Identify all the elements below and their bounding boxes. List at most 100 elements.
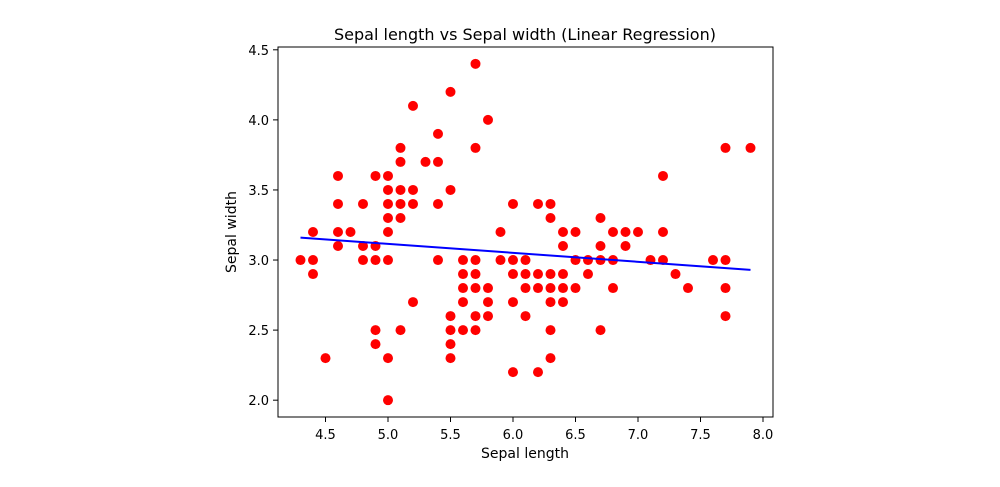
data-point bbox=[333, 170, 343, 181]
data-point bbox=[545, 297, 556, 308]
x-tick-label: 4.5 bbox=[315, 428, 336, 443]
data-point bbox=[408, 184, 418, 195]
data-point bbox=[545, 283, 556, 294]
data-point bbox=[658, 170, 668, 181]
data-point bbox=[383, 255, 393, 266]
data-point bbox=[383, 170, 393, 181]
data-point bbox=[470, 58, 481, 69]
regression-line bbox=[300, 236, 751, 271]
data-point bbox=[495, 255, 506, 266]
data-points bbox=[295, 58, 756, 406]
data-point bbox=[370, 325, 381, 336]
data-point bbox=[483, 114, 493, 125]
data-point bbox=[545, 353, 556, 364]
data-point bbox=[608, 227, 618, 237]
data-point bbox=[533, 367, 543, 378]
y-tick-label: 2.5 bbox=[248, 324, 269, 339]
data-point bbox=[595, 325, 606, 336]
data-point bbox=[370, 170, 381, 181]
data-point bbox=[295, 255, 306, 266]
data-point bbox=[520, 311, 531, 322]
data-point bbox=[708, 255, 718, 266]
data-point bbox=[458, 269, 468, 280]
data-point bbox=[383, 353, 393, 364]
data-point bbox=[433, 128, 443, 139]
regression-line-group bbox=[300, 236, 751, 271]
x-axis: 4.5 5.0 5.5 6.0 6.5 7.0 7.5 8.0 bbox=[315, 417, 773, 443]
x-tick-label: 6.0 bbox=[503, 428, 524, 443]
data-point bbox=[508, 255, 518, 266]
data-point bbox=[395, 212, 406, 223]
data-point bbox=[508, 198, 518, 209]
data-point bbox=[333, 241, 343, 252]
x-tick-label: 7.0 bbox=[628, 428, 649, 443]
data-point bbox=[470, 269, 481, 280]
data-point bbox=[545, 325, 556, 336]
x-tick-label: 8.0 bbox=[753, 428, 774, 443]
data-point bbox=[445, 325, 456, 336]
data-point bbox=[470, 311, 481, 322]
x-axis-label: Sepal length bbox=[481, 446, 569, 462]
data-point bbox=[670, 269, 681, 280]
data-point bbox=[495, 227, 506, 237]
data-point bbox=[445, 339, 456, 350]
data-point bbox=[358, 241, 368, 252]
chart-title: Sepal length vs Sepal width (Linear Regr… bbox=[334, 25, 716, 44]
data-point bbox=[395, 184, 406, 195]
data-point bbox=[345, 227, 356, 237]
data-point bbox=[558, 283, 568, 294]
data-point bbox=[433, 255, 443, 266]
data-point bbox=[433, 156, 443, 167]
data-point bbox=[558, 297, 568, 308]
data-point bbox=[633, 227, 643, 237]
data-point bbox=[395, 325, 406, 336]
data-point bbox=[508, 367, 518, 378]
data-point bbox=[658, 227, 668, 237]
data-point bbox=[483, 311, 493, 322]
data-point bbox=[445, 184, 456, 195]
data-point bbox=[583, 269, 593, 280]
y-tick-label: 4.5 bbox=[248, 44, 269, 59]
data-point bbox=[408, 297, 418, 308]
data-point bbox=[470, 325, 481, 336]
data-point bbox=[333, 198, 343, 209]
data-point bbox=[370, 255, 381, 266]
data-point bbox=[395, 142, 406, 153]
data-point bbox=[333, 227, 343, 237]
y-tick-label: 3.5 bbox=[248, 184, 269, 199]
data-point bbox=[545, 269, 556, 280]
data-point bbox=[308, 227, 318, 237]
data-point bbox=[595, 241, 606, 252]
data-point bbox=[608, 283, 618, 294]
data-point bbox=[458, 297, 468, 308]
data-point bbox=[395, 198, 406, 209]
data-point bbox=[320, 353, 331, 364]
data-point bbox=[383, 212, 393, 223]
x-tick-label: 6.5 bbox=[565, 428, 586, 443]
data-point bbox=[408, 100, 418, 111]
y-tick-label: 3.0 bbox=[248, 254, 269, 269]
data-point bbox=[420, 156, 431, 167]
data-point bbox=[533, 198, 543, 209]
data-point bbox=[595, 212, 606, 223]
data-point bbox=[745, 142, 756, 153]
data-point bbox=[458, 283, 468, 294]
plot-area bbox=[277, 46, 774, 418]
data-point bbox=[483, 283, 493, 294]
data-point bbox=[470, 283, 481, 294]
data-point bbox=[370, 339, 381, 350]
data-point bbox=[383, 227, 393, 237]
data-point bbox=[545, 212, 556, 223]
data-point bbox=[570, 227, 581, 237]
data-point bbox=[395, 156, 406, 167]
data-point bbox=[308, 269, 318, 280]
data-point bbox=[558, 227, 568, 237]
data-point bbox=[545, 198, 556, 209]
data-point bbox=[458, 255, 468, 266]
data-point bbox=[720, 311, 731, 322]
data-point bbox=[383, 198, 393, 209]
data-point bbox=[470, 255, 481, 266]
y-tick-label: 4.0 bbox=[248, 114, 269, 129]
data-point bbox=[483, 297, 493, 308]
